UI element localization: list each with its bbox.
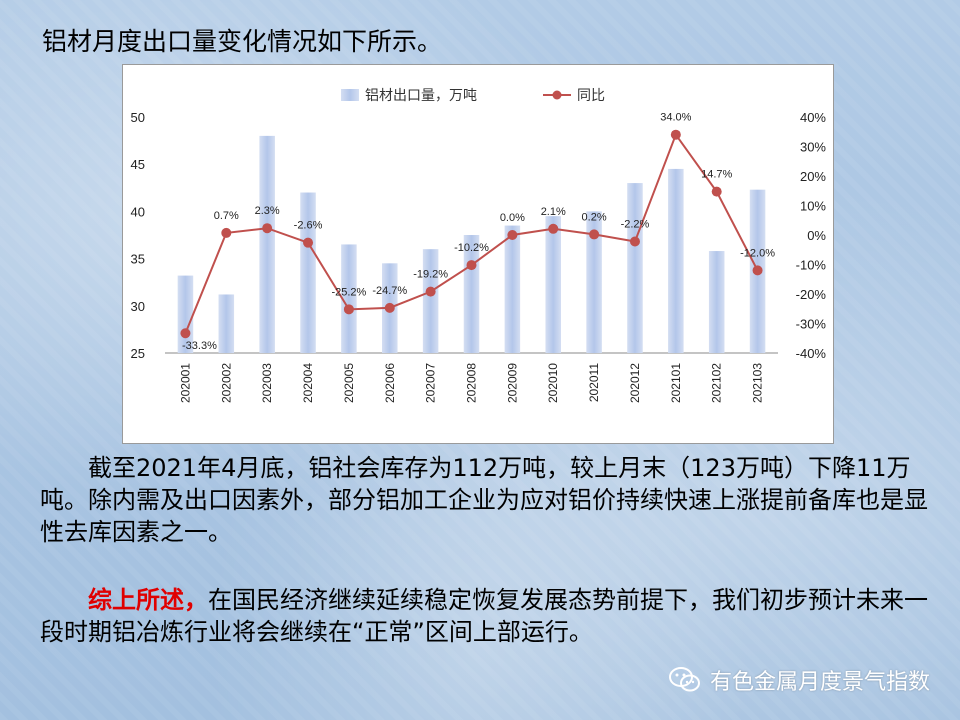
y-right-tick-label: -10%: [796, 258, 827, 273]
yoy-point: [303, 237, 314, 248]
y-right-tick-label: -30%: [796, 317, 827, 332]
legend-line-label: 同比: [577, 88, 605, 104]
yoy-point: [343, 304, 354, 315]
category-label: 202007: [424, 363, 438, 403]
y-right-tick-label: -20%: [796, 287, 827, 302]
bar-series: [177, 135, 766, 353]
yoy-data-label: -10.2%: [454, 242, 489, 254]
y-left-tick-label: 35: [131, 252, 145, 267]
y-right-tick-label: 30%: [800, 140, 826, 155]
yoy-data-label: -2.2%: [621, 218, 650, 230]
yoy-data-label: 0.0%: [500, 212, 525, 224]
category-label: 202006: [383, 363, 397, 403]
y-right-tick-label: 40%: [800, 110, 826, 125]
category-label: 202101: [669, 363, 683, 403]
paragraph-1-text: 截至2021年4月底，铝社会库存为112万吨，较上月末（123万吨）下降11万吨…: [40, 454, 928, 546]
legend-line-marker: [552, 90, 562, 100]
wechat-icon: [668, 667, 700, 692]
yoy-point: [589, 229, 600, 240]
export-volume-bar: [422, 249, 439, 353]
legend-bar-label: 铝材出口量，万吨: [365, 88, 477, 104]
intro-text: 铝材月度出口量变化情况如下所示。: [42, 27, 443, 56]
source-text: 有色金属月度景气指数: [709, 670, 930, 695]
category-label: 202011: [587, 363, 601, 402]
y-left-tick-label: 30: [131, 299, 145, 314]
y-left-tick-label: 25: [131, 346, 145, 361]
export-chart: 铝材出口量，万吨 同比 25 30 35 40 45 50 -40% -30% -20% -10%…: [131, 88, 827, 403]
summary-text: 在国民经济继续延续稳定恢复发展态势前提下，我们初步预计未来一段时期铝冶炼行业将会…: [40, 586, 928, 646]
line-series: -33.3% 0.7% 2.3% -2.6% -25.2% -24.7% -19.2% -10…: [180, 112, 775, 352]
yoy-point: [548, 223, 559, 234]
yoy-data-label: -25.2%: [331, 286, 366, 298]
y-right-tick-label: -40%: [796, 346, 827, 361]
export-volume-bar: [300, 192, 316, 353]
yoy-point: [221, 227, 232, 238]
category-label: 202002: [219, 363, 233, 403]
legend-bar-swatch: [341, 89, 359, 101]
export-volume-bar: [627, 183, 643, 353]
category-label: 202005: [342, 363, 356, 403]
category-label: 202102: [710, 363, 724, 403]
yoy-point: [711, 186, 722, 197]
yoy-point: [752, 265, 763, 276]
yoy-point: [180, 328, 191, 339]
yoy-data-label: 0.2%: [582, 211, 607, 223]
yoy-data-label: -24.7%: [372, 285, 407, 297]
yoy-data-label: -19.2%: [413, 269, 448, 281]
export-volume-bar: [668, 168, 684, 353]
y-right-tick-label: 10%: [800, 199, 826, 214]
category-label: 202001: [178, 363, 192, 403]
export-volume-bar: [218, 294, 235, 353]
yoy-data-label: 0.7%: [214, 210, 239, 222]
category-label: 202003: [260, 363, 274, 403]
category-label: 202009: [505, 363, 519, 403]
yoy-point: [670, 129, 681, 140]
yoy-data-label: 2.1%: [541, 206, 566, 218]
y-left-tick-label: 50: [131, 110, 145, 125]
export-volume-bar: [341, 244, 357, 353]
category-axis-labels: 202001 202002 202003 202004 202005 202006 2020…: [178, 363, 764, 403]
summary-paragraph: 综上所述，在国民经济继续延续稳定恢复发展态势前提下，我们初步预计未来一段时期铝冶…: [40, 584, 930, 648]
chart-legend: 铝材出口量，万吨 同比: [341, 88, 605, 104]
yoy-point: [507, 230, 518, 240]
yoy-data-label: -33.3%: [182, 340, 217, 352]
y-right-tick-label: 20%: [800, 169, 826, 184]
export-volume-bar: [708, 251, 725, 353]
yoy-point: [384, 302, 395, 313]
export-volume-bar: [259, 135, 275, 353]
category-label: 202012: [628, 363, 642, 403]
yoy-data-label: 34.0%: [660, 112, 691, 124]
category-label: 202103: [751, 363, 765, 403]
chart-panel: 铝材出口量，万吨 同比 25 30 35 40 45 50 -40% -30% -20% -10%…: [122, 64, 834, 444]
export-volume-bar: [504, 225, 521, 353]
summary-highlight: 综上所述，: [88, 586, 208, 614]
y-left-tick-label: 40: [131, 204, 145, 219]
yoy-point: [466, 260, 477, 271]
export-volume-bar: [586, 211, 602, 353]
category-label: 202010: [546, 363, 560, 403]
y-left-tick-label: 45: [131, 157, 145, 172]
export-volume-bar: [545, 216, 561, 353]
source-credit: 有色金属月度景气指数: [668, 664, 930, 696]
yoy-point: [425, 286, 436, 297]
yoy-point: [262, 223, 273, 234]
y-right-tick-label: 0%: [807, 228, 826, 243]
yoy-data-label: 14.7%: [701, 169, 732, 181]
inventory-paragraph: 截至2021年4月底，铝社会库存为112万吨，较上月末（123万吨）下降11万吨…: [40, 452, 930, 548]
category-label: 202004: [301, 363, 315, 403]
yoy-data-label: -2.6%: [294, 220, 323, 232]
yoy-data-label: 2.3%: [255, 205, 280, 217]
yoy-data-label: -12.0%: [740, 247, 775, 259]
category-label: 202008: [465, 363, 479, 403]
yoy-point: [629, 236, 640, 247]
